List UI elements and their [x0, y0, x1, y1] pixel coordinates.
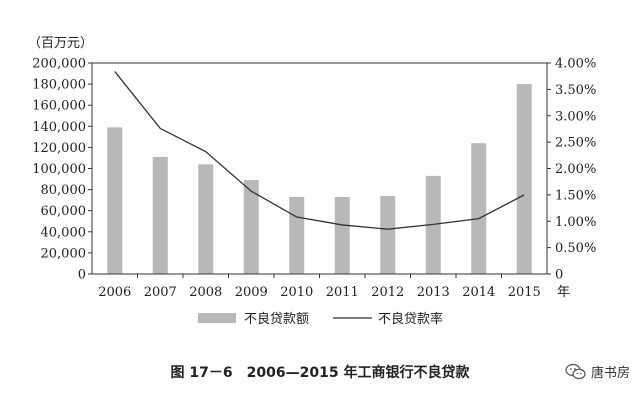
x-tick-label: 2008 [189, 285, 222, 300]
y-left-tick-label: 100,000 [32, 162, 86, 177]
legend-bar-swatch [198, 313, 236, 323]
bar-2009 [243, 180, 259, 274]
bar-2006 [107, 127, 123, 274]
x-tick-label: 2012 [371, 285, 404, 300]
y-left-tick-label: 200,000 [32, 57, 86, 72]
bar-2010 [289, 196, 305, 274]
bar-2007 [152, 156, 168, 274]
y-left-tick-label: 0 [78, 268, 86, 283]
x-tick-label: 2011 [326, 285, 359, 300]
x-tick-label: 2007 [144, 285, 177, 300]
x-tick-label: 2009 [235, 285, 268, 300]
rate-line [114, 71, 525, 230]
watermark-text: 唐书房 [590, 366, 630, 381]
y-right-tick-label: 0 [555, 268, 563, 283]
y-left-tick-label: 160,000 [32, 99, 86, 114]
chart: 0 20,000 40,000 60,000 80,000 100,000 120,000 1… [28, 36, 596, 327]
y-left-tick-label: 180,000 [32, 78, 86, 93]
x-tick-label: 2013 [417, 285, 450, 300]
y-right-tick-label: 1.00% [555, 215, 596, 230]
x-tick-label: 2015 [508, 285, 541, 300]
x-tick-label: 2014 [462, 285, 495, 300]
y-left-tick-label: 60,000 [41, 204, 87, 219]
legend-bar-label: 不良贷款额 [244, 311, 309, 327]
bar-2014 [471, 143, 487, 274]
y-right-tick-label: 3.00% [555, 109, 596, 124]
y-right-tick-label: 1.50% [555, 188, 596, 203]
bar-2012 [380, 195, 396, 274]
wechat-icon [565, 363, 586, 379]
y-left-tick-label: 40,000 [41, 225, 87, 240]
y-right-tick-label: 4.00% [555, 57, 596, 72]
figure-caption: 图 17－6 2006—2015 年工商银行不良贷款 [170, 365, 470, 381]
y-left-tick-label: 120,000 [32, 141, 86, 156]
x-unit: 年 [557, 285, 570, 300]
bar-2015 [516, 84, 532, 274]
y-right-tick-label: 0.50% [555, 241, 596, 256]
x-tick-label: 2010 [280, 285, 313, 300]
y-left-tick-label: 80,000 [41, 183, 87, 198]
legend-line-label: 不良贷款率 [378, 311, 443, 327]
y-left-tick-label: 20,000 [41, 246, 87, 261]
y-right-tick-label: 2.00% [555, 162, 596, 177]
bar-2011 [334, 196, 350, 274]
y-left-tick-label: 140,000 [32, 120, 86, 135]
watermark: 唐书房 [565, 362, 630, 381]
bar-2008 [198, 164, 214, 274]
y-right-tick-label: 3.50% [555, 83, 596, 98]
y-right-tick-label: 2.50% [555, 136, 596, 151]
x-tick-label: 2006 [98, 285, 131, 300]
y-left-unit: （百万元） [28, 36, 93, 51]
